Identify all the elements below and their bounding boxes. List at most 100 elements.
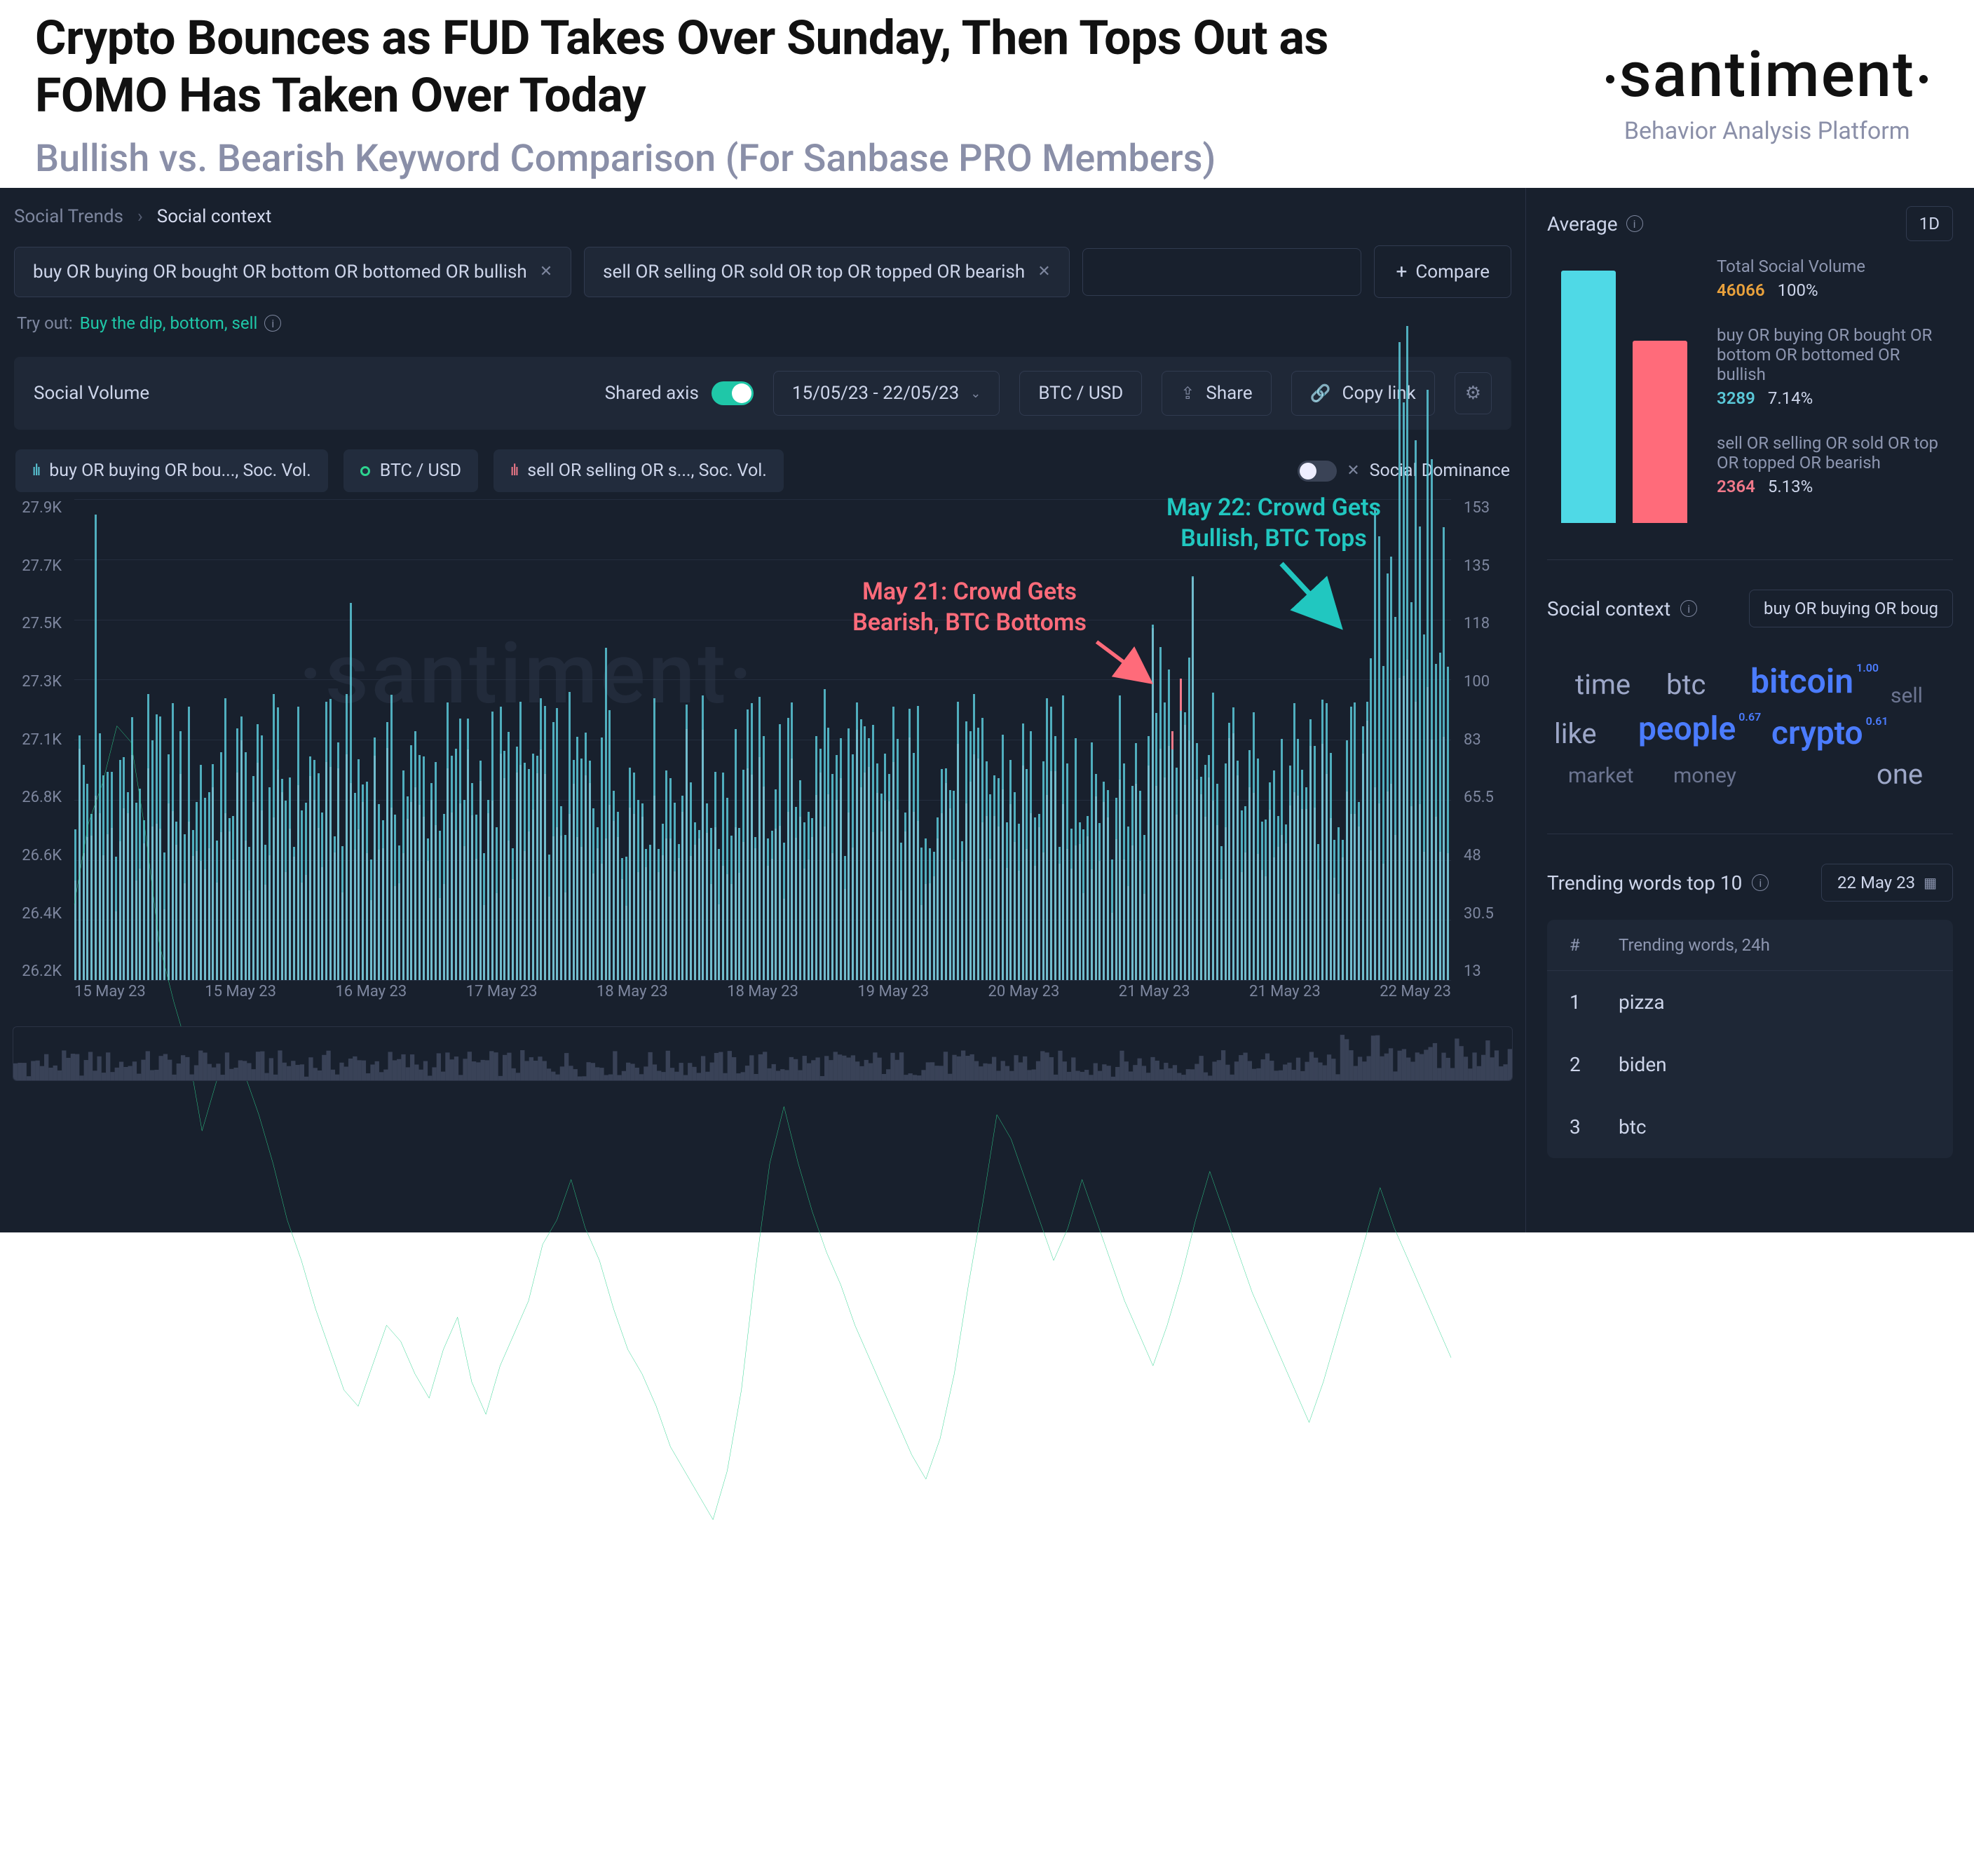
query-filters: buy OR buying OR bought OR bottom OR bot… xyxy=(0,245,1525,298)
share-button[interactable]: ⇪ Share xyxy=(1162,371,1271,416)
buy-pct: 7.14% xyxy=(1768,388,1813,408)
buy-value: 3289 xyxy=(1717,388,1755,408)
cloud-word[interactable]: market xyxy=(1568,763,1633,788)
bars-icon: ılı xyxy=(32,462,39,480)
shared-axis-toggle[interactable]: Shared axis xyxy=(605,381,754,405)
query-pill-buy[interactable]: buy OR buying OR bought OR bottom OR bot… xyxy=(14,247,571,297)
toolbar-title: Social Volume xyxy=(34,383,149,404)
toggle-on-icon xyxy=(712,381,754,405)
headline: Crypto Bounces as FUD Takes Over Sunday,… xyxy=(35,10,1437,124)
gear-icon: ⚙ xyxy=(1465,383,1481,404)
cloud-word[interactable]: money xyxy=(1673,763,1736,788)
query-pill-sell[interactable]: sell OR selling OR sold OR top OR topped… xyxy=(584,247,1070,297)
cloud-word[interactable]: crypto0.61 xyxy=(1771,714,1863,752)
total-label: Total Social Volume xyxy=(1717,257,1953,276)
word-cloud: time btc bitcoin1.00 sell like people0.67 cryp… xyxy=(1547,640,1953,801)
breadcrumb-root[interactable]: Social Trends xyxy=(14,206,123,227)
close-icon[interactable]: ✕ xyxy=(1347,462,1359,480)
annotation-bullish: May 22: Crowd GetsBullish, BTC Tops xyxy=(1166,492,1381,554)
sell-pct: 5.13% xyxy=(1768,477,1813,496)
trending-row[interactable]: 3btc xyxy=(1547,1096,1953,1158)
timeframe-selector[interactable]: 1D xyxy=(1906,206,1953,241)
subheadline: Bullish vs. Bearish Keyword Comparison (… xyxy=(35,137,1437,181)
brand-logo: santiment xyxy=(1602,38,1932,111)
breadcrumb-current: Social context xyxy=(157,206,272,227)
cloud-word[interactable]: btc xyxy=(1666,668,1706,701)
annotation-bearish: May 21: Crowd GetsBearish, BTC Bottoms xyxy=(852,576,1087,638)
settings-button[interactable]: ⚙ xyxy=(1455,372,1492,414)
main-panel: Social Trends › Social context buy OR bu… xyxy=(0,188,1525,1232)
chart-legend: ılı buy OR buying OR bou..., Soc. Vol. B… xyxy=(0,430,1525,499)
legend-btc[interactable]: BTC / USD xyxy=(343,449,478,492)
tryout-label: Try out: xyxy=(17,313,73,333)
plus-icon: + xyxy=(1396,260,1407,283)
close-icon[interactable]: ✕ xyxy=(1037,263,1050,280)
info-icon[interactable]: i xyxy=(1626,215,1643,232)
y-axis-right: 1531351181008365.54830.513 xyxy=(1457,499,1513,980)
arrow-red-icon xyxy=(1094,632,1157,695)
tryout-row: Try out: Buy the dip, bottom, sell i xyxy=(0,298,1525,348)
cloud-word[interactable]: one xyxy=(1877,758,1923,791)
dashboard: Social Trends › Social context buy OR bu… xyxy=(0,188,1974,1232)
info-icon[interactable]: i xyxy=(264,315,281,332)
pair-selector[interactable]: BTC / USD xyxy=(1019,371,1142,416)
chart-toolbar: Social Volume Shared axis 15/05/23 - 22/… xyxy=(14,357,1511,430)
social-context-header: Social context i buy OR buying OR boug xyxy=(1547,559,1953,627)
avg-bar-sell xyxy=(1633,341,1687,523)
trending-header: Trending words top 10 i 22 May 23 ▦ xyxy=(1547,834,1953,902)
cloud-word[interactable]: like xyxy=(1554,717,1597,750)
buy-label: buy OR buying OR bought OR bottom OR bot… xyxy=(1717,325,1953,384)
total-value: 46066 xyxy=(1717,280,1765,300)
x-axis: 15 May 2315 May 2316 May 2317 May 2318 M… xyxy=(74,983,1451,1018)
info-icon[interactable]: i xyxy=(1680,600,1697,617)
query-text: buy OR buying OR bought OR bottom OR bot… xyxy=(33,261,527,283)
brand-tagline: Behavior Analysis Platform xyxy=(1602,117,1932,145)
total-pct: 100% xyxy=(1778,280,1818,300)
average-label: Average i xyxy=(1547,212,1643,236)
avg-bar-buy xyxy=(1561,271,1616,523)
cloud-word[interactable]: time xyxy=(1575,668,1631,701)
cloud-word[interactable]: people0.67 xyxy=(1638,710,1736,748)
average-bars xyxy=(1547,257,1701,523)
bars-icon: ılı xyxy=(510,462,517,480)
legend-sell[interactable]: ılı sell OR selling OR s..., Soc. Vol. xyxy=(494,449,784,492)
price-line xyxy=(74,499,1451,1876)
close-icon[interactable]: ✕ xyxy=(540,263,552,280)
y-axis-left: 27.9K27.7K27.5K27.3K27.1K26.8K26.6K26.4K… xyxy=(13,499,69,980)
toggle-off-icon xyxy=(1298,461,1337,482)
compare-button[interactable]: + Compare xyxy=(1374,245,1511,298)
info-icon[interactable]: i xyxy=(1752,874,1769,891)
average-legend: Total Social Volume 46066 100% buy OR buy… xyxy=(1717,257,1953,523)
logo-dot-icon xyxy=(1919,75,1928,83)
copy-link-button[interactable]: 🔗 Copy link xyxy=(1291,371,1435,416)
chart-plot: ·santiment· May 21: Crowd GetsBearish, B… xyxy=(74,499,1451,980)
link-icon: 🔗 xyxy=(1310,383,1331,403)
trending-table-header: # Trending words, 24h xyxy=(1547,920,1953,971)
sidebar: Average i 1D Total Social Volume 46066 10… xyxy=(1525,188,1974,1232)
chevron-down-icon: ⌄ xyxy=(970,386,981,401)
tryout-link[interactable]: Buy the dip, bottom, sell xyxy=(80,313,258,333)
calendar-icon: ▦ xyxy=(1924,874,1937,891)
context-filter-pill[interactable]: buy OR buying OR boug xyxy=(1749,590,1953,627)
trending-row[interactable]: 2biden xyxy=(1547,1033,1953,1096)
sell-label: sell OR selling OR sold OR top OR topped… xyxy=(1717,433,1953,473)
date-range-picker[interactable]: 15/05/23 - 22/05/23 ⌄ xyxy=(773,371,1000,416)
arrow-teal-icon xyxy=(1269,555,1353,639)
trending-row[interactable]: 1pizza xyxy=(1547,971,1953,1033)
trending-table: # Trending words, 24h 1pizza2biden3btc xyxy=(1547,920,1953,1158)
sell-value: 2364 xyxy=(1717,477,1755,496)
circle-icon xyxy=(360,466,370,476)
chart-scrubber[interactable] xyxy=(13,1026,1513,1081)
brand-block: santiment Behavior Analysis Platform xyxy=(1602,10,1932,145)
cloud-word[interactable]: sell xyxy=(1891,684,1923,708)
cloud-word[interactable]: bitcoin1.00 xyxy=(1750,661,1853,701)
query-text: sell OR selling OR sold OR top OR topped… xyxy=(603,261,1025,283)
query-input-empty[interactable] xyxy=(1082,248,1362,296)
chart[interactable]: 27.9K27.7K27.5K27.3K27.1K26.8K26.6K26.4K… xyxy=(13,499,1513,1018)
logo-dot-icon xyxy=(1606,75,1614,83)
chevron-right-icon: › xyxy=(137,206,143,227)
article-header: Crypto Bounces as FUD Takes Over Sunday,… xyxy=(0,0,1974,188)
share-icon: ⇪ xyxy=(1180,383,1194,403)
legend-buy[interactable]: ılı buy OR buying OR bou..., Soc. Vol. xyxy=(15,449,328,492)
trending-date-picker[interactable]: 22 May 23 ▦ xyxy=(1821,864,1953,902)
